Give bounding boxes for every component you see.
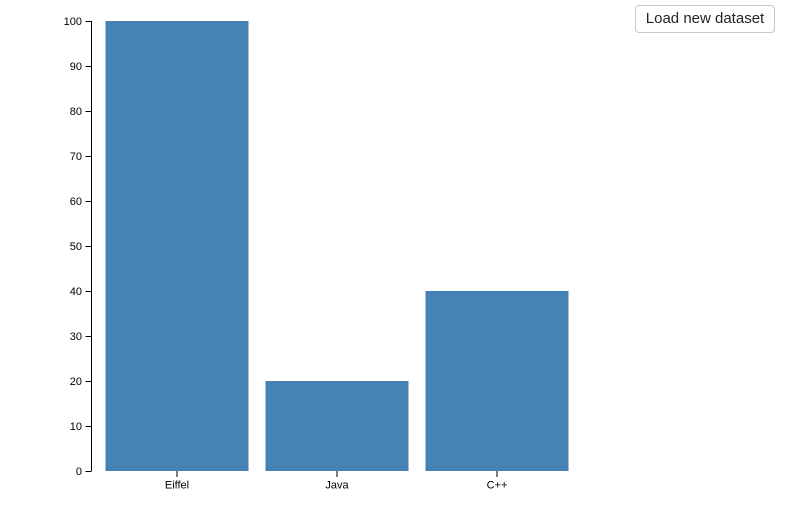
bar-eiffel bbox=[105, 21, 249, 471]
y-tick-label: 0 bbox=[76, 466, 82, 478]
x-tick-label: Java bbox=[325, 480, 349, 492]
bar-java bbox=[265, 381, 409, 471]
load-new-dataset-button[interactable]: Load new dataset bbox=[635, 5, 775, 33]
y-tick-label: 20 bbox=[70, 376, 82, 388]
y-tick-label: 30 bbox=[70, 331, 82, 343]
y-tick-label: 50 bbox=[70, 241, 82, 253]
bar-c bbox=[425, 291, 569, 471]
y-tick-label: 100 bbox=[64, 16, 82, 28]
x-tick-label: C++ bbox=[487, 480, 508, 492]
y-tick-label: 80 bbox=[70, 106, 82, 118]
y-tick-label: 10 bbox=[70, 421, 82, 433]
y-tick-label: 60 bbox=[70, 196, 82, 208]
x-tick-label: Eiffel bbox=[165, 480, 189, 492]
y-tick-label: 70 bbox=[70, 151, 82, 163]
y-tick-label: 90 bbox=[70, 61, 82, 73]
y-tick-label: 40 bbox=[70, 286, 82, 298]
